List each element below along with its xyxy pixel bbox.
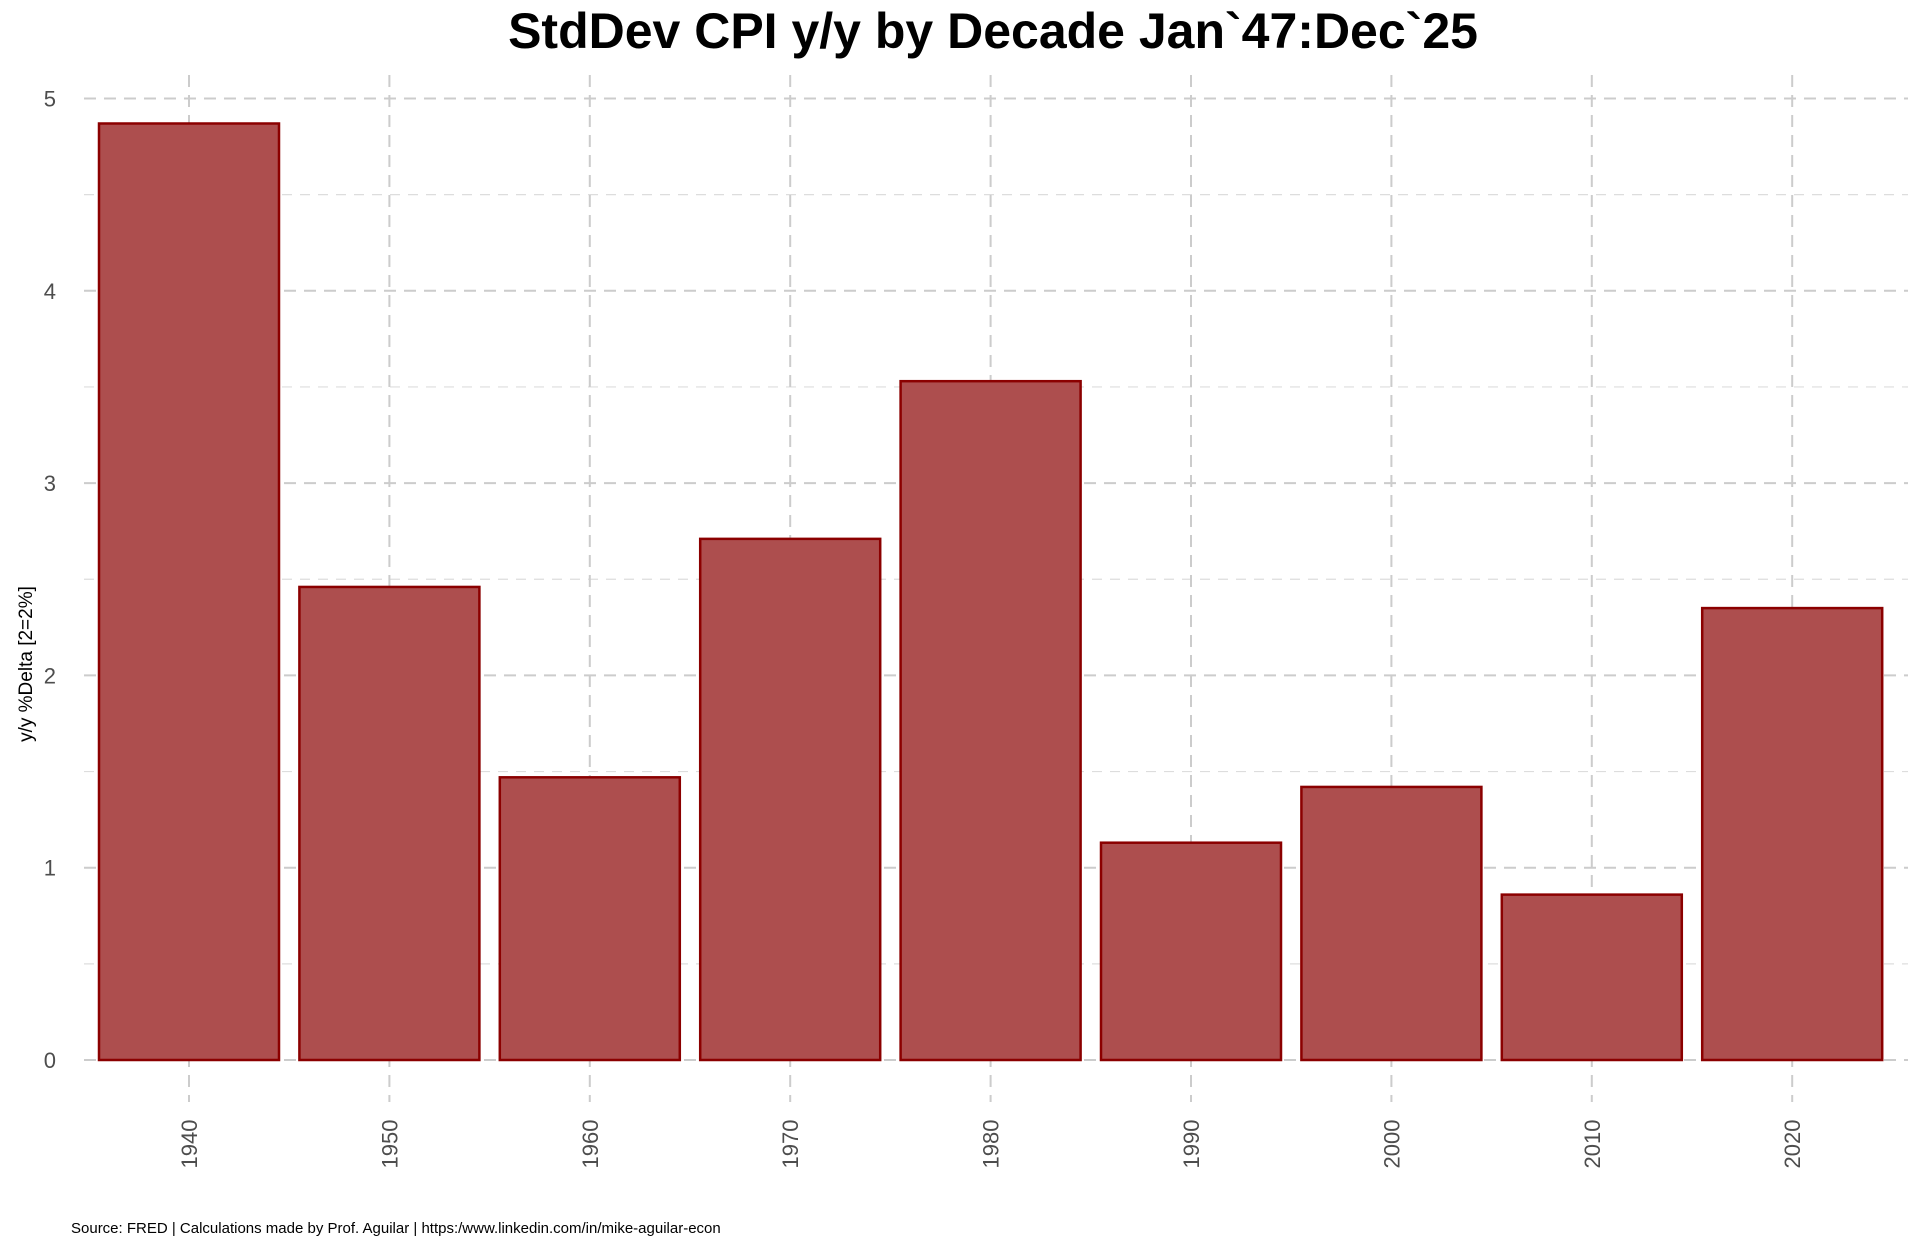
chart-title: StdDev CPI y/y by Decade Jan`47:Dec`25 xyxy=(508,3,1478,59)
y-tick-label: 4 xyxy=(44,279,56,304)
bar-1970 xyxy=(698,537,882,1062)
bar-1990 xyxy=(1099,841,1283,1062)
bar-1950 xyxy=(298,585,481,1062)
bar-2000 xyxy=(1300,785,1483,1062)
y-tick-label: 0 xyxy=(44,1048,56,1073)
bar-1960 xyxy=(498,776,682,1062)
bar-2010 xyxy=(1500,893,1684,1062)
y-tick-label: 1 xyxy=(44,856,56,881)
bar-1980 xyxy=(899,379,1082,1062)
x-tick-label: 2000 xyxy=(1379,1120,1404,1169)
y-axis-label: y/y %Delta [2=2%] xyxy=(16,586,37,742)
bar-1940 xyxy=(97,122,281,1062)
x-tick-label: 2010 xyxy=(1580,1120,1605,1169)
x-axis-ticks: 1940 1950 1960 1970 1980 1990 2000 2010 2020 xyxy=(177,1120,1805,1169)
x-tick-label: 1950 xyxy=(377,1120,402,1169)
chart-caption: Source: FRED | Calculations made by Prof… xyxy=(71,1220,721,1237)
bars xyxy=(97,122,1884,1062)
x-tick-label: 1970 xyxy=(778,1120,803,1169)
y-tick-label: 3 xyxy=(44,471,56,496)
x-tick-label: 2020 xyxy=(1780,1120,1805,1169)
x-tick-label: 1940 xyxy=(177,1120,202,1169)
x-tick-label: 1980 xyxy=(979,1120,1004,1169)
x-tick-label: 1960 xyxy=(578,1120,603,1169)
bar-2020 xyxy=(1700,606,1884,1062)
y-axis-ticks: 0 1 2 3 4 5 xyxy=(44,87,56,1074)
y-tick-label: 2 xyxy=(44,663,56,688)
x-tick-label: 1990 xyxy=(1179,1120,1204,1169)
y-tick-label: 5 xyxy=(44,87,56,112)
